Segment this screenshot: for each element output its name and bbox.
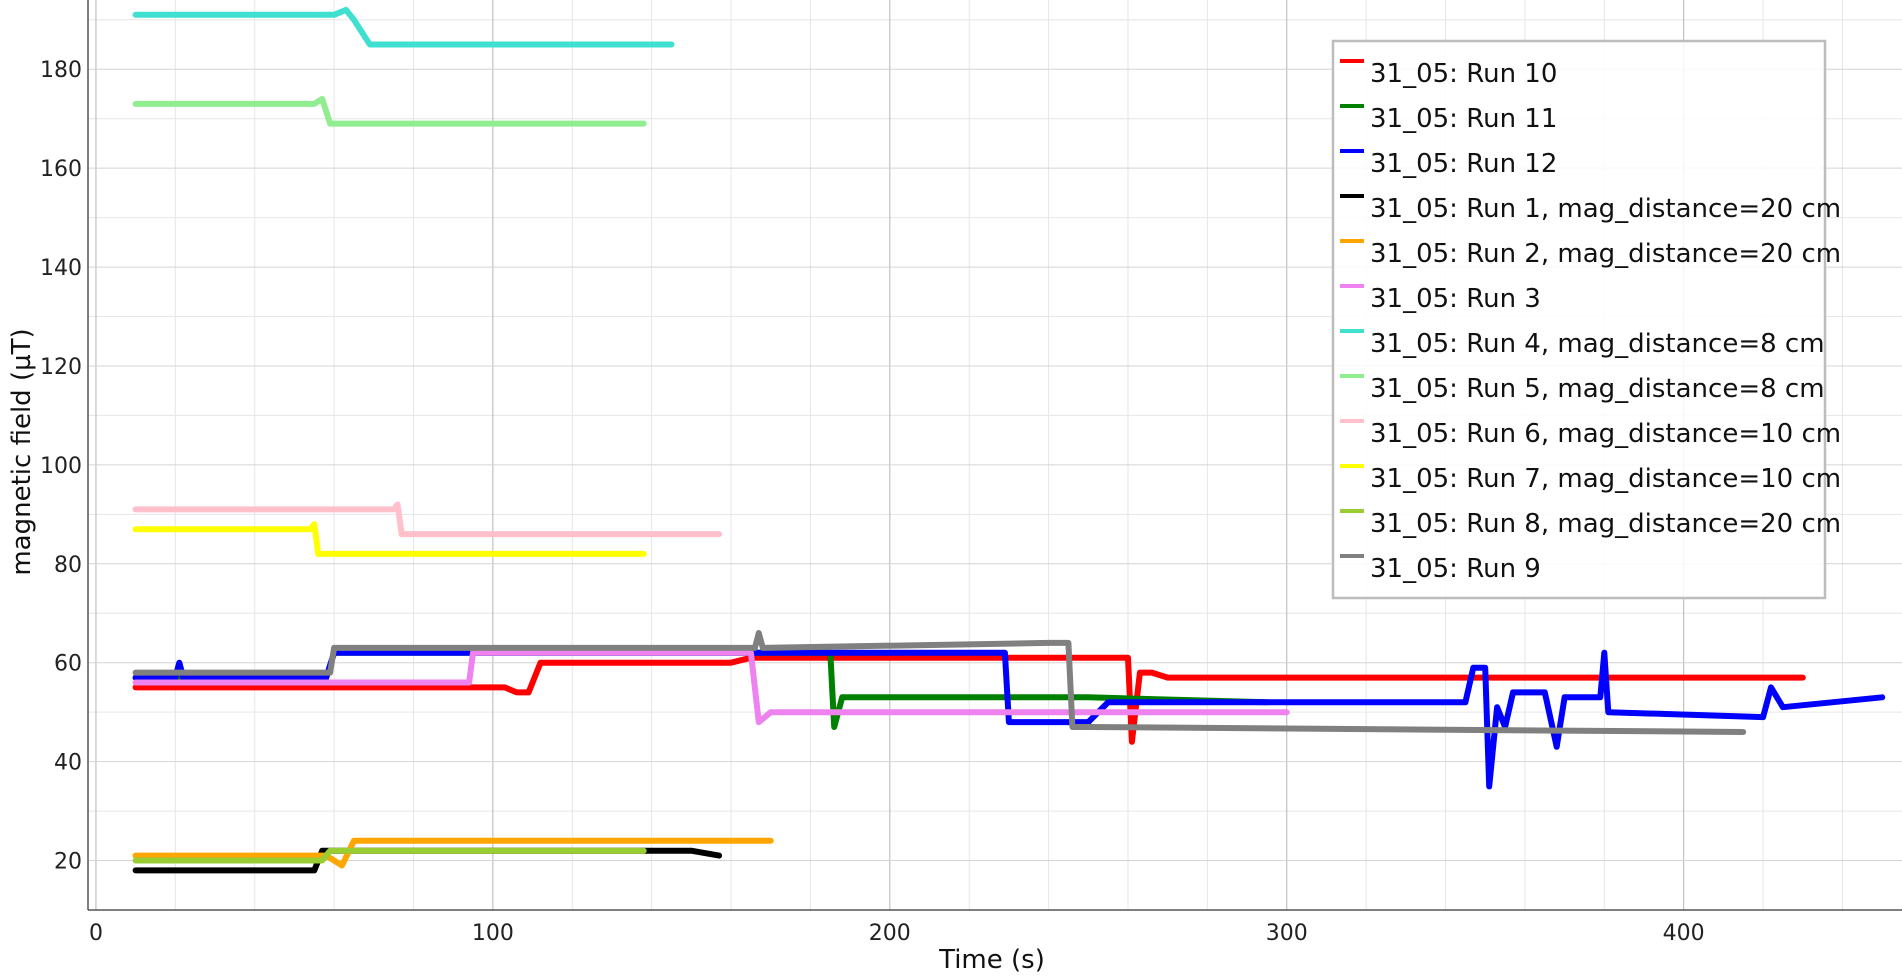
axes: [87, 0, 1902, 911]
series-line-7: [132, 6, 675, 48]
y-tick-label: 60: [54, 652, 82, 677]
y-tick-label: 120: [40, 355, 82, 380]
x-tick-label: 200: [869, 921, 911, 946]
legend-label: 31_05: Run 9: [1370, 554, 1541, 584]
legend-label: 31_05: Run 8, mag_distance=20 cm: [1370, 509, 1841, 539]
y-axis-label: magnetic field (µT): [7, 328, 37, 575]
legend-label: 31_05: Run 3: [1370, 284, 1541, 314]
x-tick-label: 400: [1663, 921, 1705, 946]
series-line-6: [132, 649, 1290, 726]
x-axis-label: Time (s): [938, 945, 1045, 975]
legend: 31_05: Run 10 31_05: Run 11 31_05: Run 12 3…: [1331, 39, 1841, 600]
series-line-11: [132, 847, 647, 864]
series-line-12: [132, 630, 1747, 735]
legend-label: 31_05: Run 12: [1370, 149, 1557, 179]
y-tick-label: 40: [54, 751, 82, 776]
legend-label: 31_05: Run 6, mag_distance=10 cm: [1370, 419, 1841, 449]
legend-label: 31_05: Run 2, mag_distance=20 cm: [1370, 239, 1841, 269]
legend-box: [1331, 39, 1827, 600]
x-tick-label: 300: [1266, 921, 1308, 946]
x-tick-label: 100: [472, 921, 514, 946]
legend-label: 31_05: Run 10: [1370, 59, 1557, 89]
y-tick-label: 20: [54, 850, 82, 875]
series-line-1: [132, 654, 1806, 745]
series-line-9: [132, 501, 723, 538]
y-tick-label: 160: [40, 157, 82, 182]
legend-label: 31_05: Run 11: [1370, 104, 1557, 134]
y-tick-label: 180: [40, 58, 82, 83]
legend-label: 31_05: Run 4, mag_distance=8 cm: [1370, 329, 1825, 359]
y-tick-label: 140: [40, 256, 82, 281]
x-tick-label: 0: [89, 921, 103, 946]
legend-label: 31_05: Run 7, mag_distance=10 cm: [1370, 464, 1841, 494]
y-tick-label: 100: [40, 454, 82, 479]
legend-label: 31_05: Run 1, mag_distance=20 cm: [1370, 194, 1841, 224]
series-line-5: [132, 837, 774, 869]
tick-labels: 0 100 200 300 400 20 40 60 80 100 120 140 160 180: [40, 58, 1705, 946]
y-tick-label: 80: [54, 553, 82, 578]
series-line-10: [132, 521, 647, 557]
legend-label: 31_05: Run 5, mag_distance=8 cm: [1370, 374, 1825, 404]
series-layer: [132, 6, 1886, 874]
series-line-8: [132, 95, 647, 127]
